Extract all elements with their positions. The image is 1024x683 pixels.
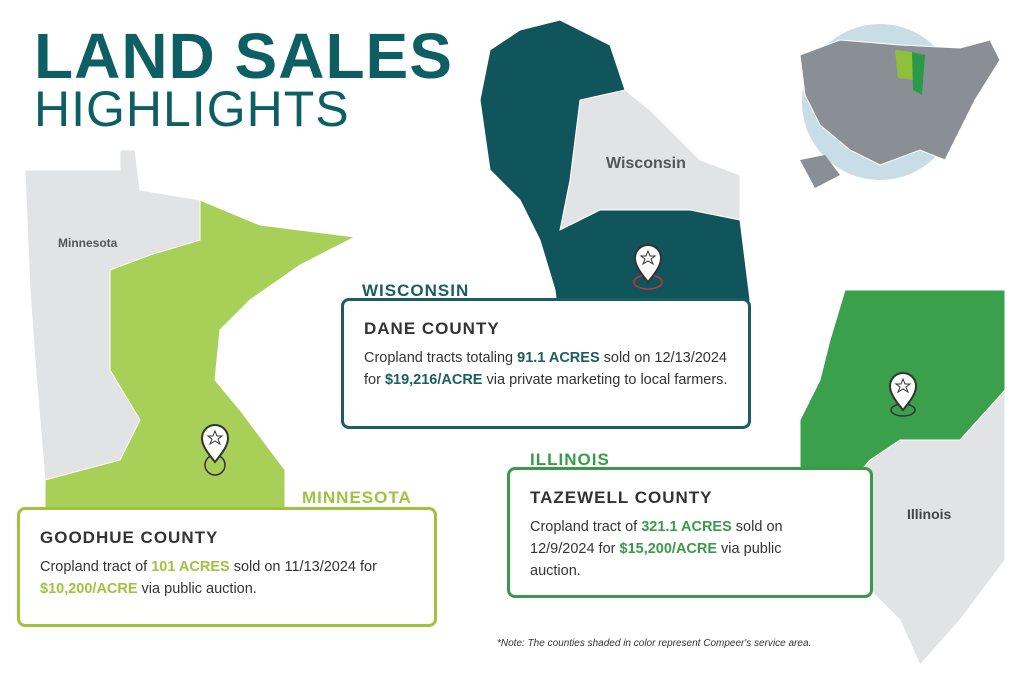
county-name: DANE COUNTY: [364, 319, 500, 338]
sale-text: Cropland tract of 321.1 ACRES sold on 12…: [530, 516, 830, 582]
sale-card: TAZEWELL COUNTY Cropland tract of 321.1 A…: [507, 467, 873, 598]
highlight: 321.1 ACRES: [641, 519, 732, 535]
sale-text: Cropland tract of 101 ACRES sold on 11/1…: [40, 556, 420, 600]
map-label: Illinois: [907, 506, 952, 522]
illinois-map: [799, 289, 1006, 666]
wisconsin-map: [479, 19, 751, 331]
text: sold on 12/13/2024 for: [364, 350, 727, 388]
county-name: GOODHUE COUNTY: [40, 528, 219, 547]
minnesota-map: [24, 149, 357, 531]
highlight: $10,200/ACRE: [40, 581, 138, 597]
highlight: 101 ACRES: [151, 559, 230, 575]
state-label: MINNESOTA: [302, 488, 412, 507]
county-name: TAZEWELL COUNTY: [530, 488, 713, 507]
text: Cropland tracts totaling: [364, 350, 518, 366]
map-label: Minnesota: [58, 236, 118, 250]
highlight: $15,200/ACRE: [619, 541, 718, 557]
text: via private marketing to local farmers.: [482, 372, 728, 388]
state-label: WISCONSIN: [362, 281, 470, 300]
sale-card: GOODHUE COUNTY Cropland tract of 101 ACRE…: [17, 507, 437, 627]
title: LAND SALES: [34, 20, 453, 92]
note: *Note: The counties shaded in color repr…: [497, 638, 812, 649]
text: sold on 11/13/2024 for: [229, 559, 377, 575]
text: Cropland tract of: [530, 519, 642, 535]
sale-text: Cropland tracts totaling 91.1 ACRES sold…: [364, 347, 744, 391]
text: Cropland tract of: [40, 559, 152, 575]
highlight: 91.1 ACRES: [517, 350, 600, 366]
text: via public auction.: [137, 581, 257, 597]
map-label: Wisconsin: [606, 155, 686, 172]
text: via public auction.: [530, 541, 782, 579]
us-inset: [799, 24, 1001, 188]
subtitle: HIGHLIGHTS: [34, 81, 350, 137]
text: sold on 12/9/2024 for: [530, 519, 783, 557]
state-label: ILLINOIS: [530, 450, 610, 469]
sale-card: DANE COUNTY Cropland tracts totaling 91.1…: [341, 298, 751, 429]
highlight: $19,216/ACRE: [384, 372, 483, 388]
